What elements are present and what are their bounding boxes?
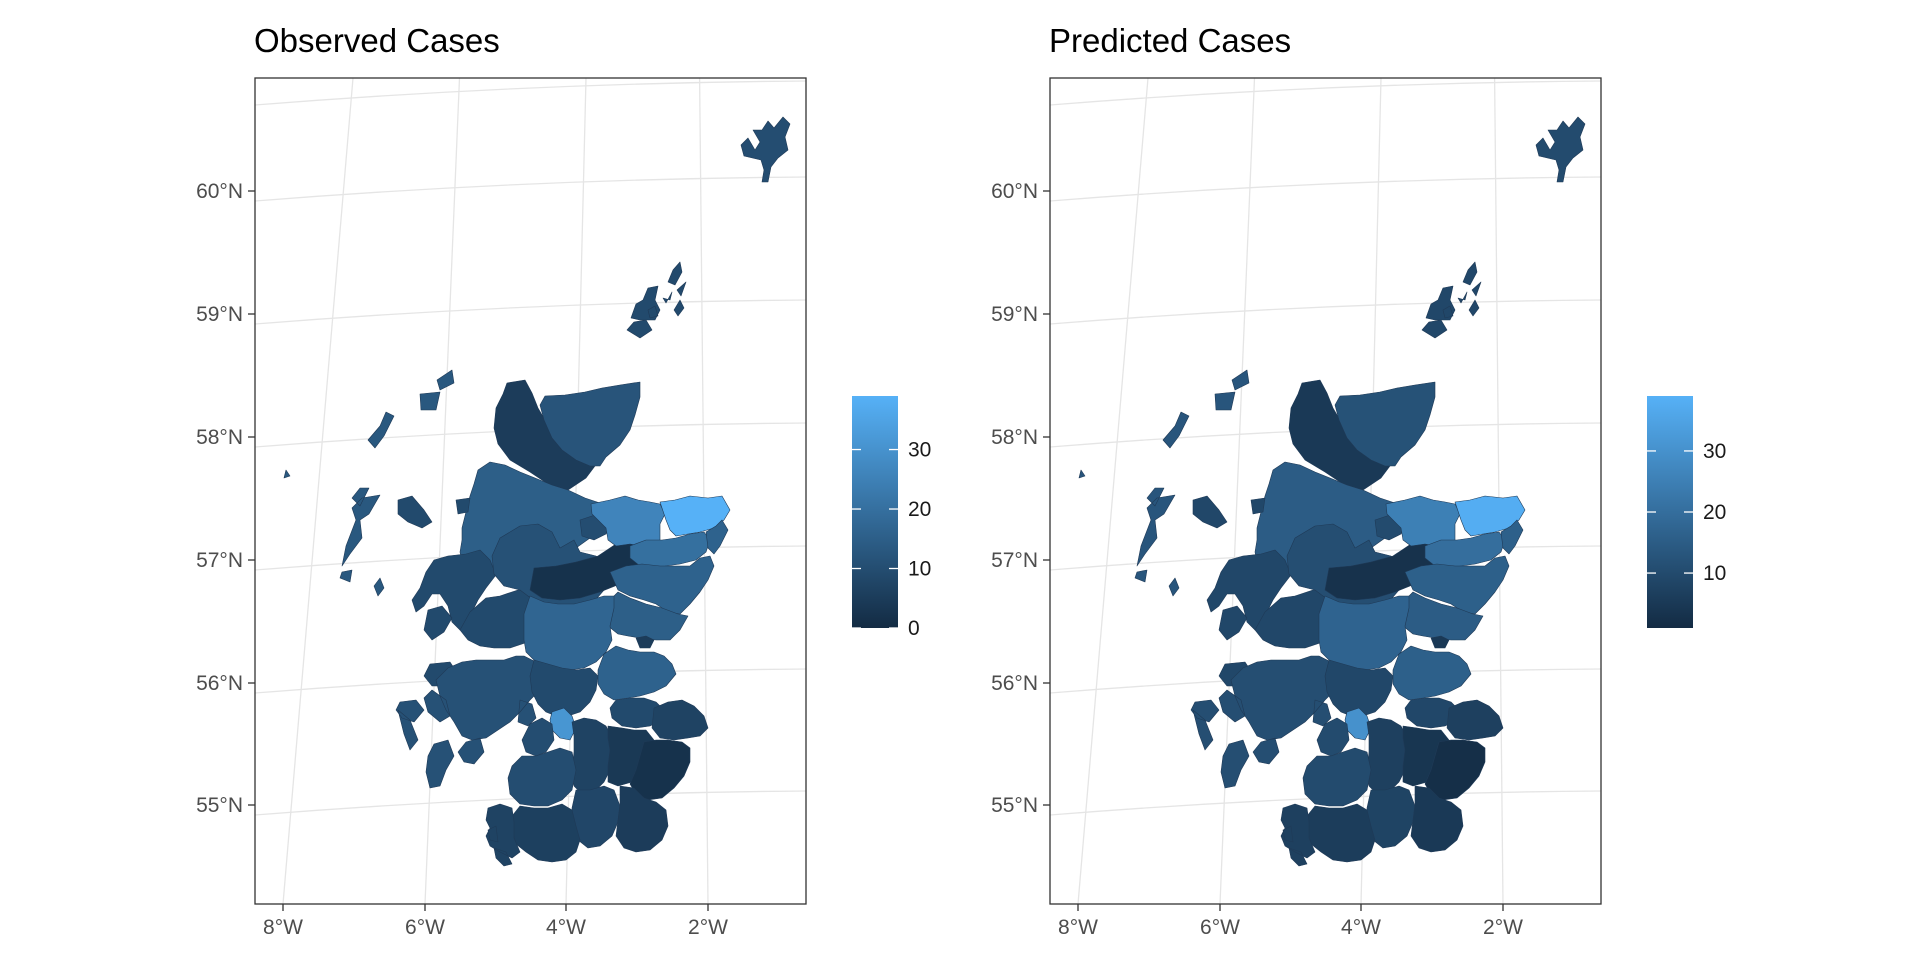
legend-label: 10: [1703, 562, 1726, 585]
region-shetland: [1535, 116, 1586, 183]
region-wigtown: [485, 803, 521, 867]
x-tick-label: 4°W: [1341, 916, 1381, 939]
x-tick-label: 4°W: [546, 916, 586, 939]
scotland-regions: [283, 116, 791, 867]
region-lanark: [571, 717, 613, 795]
region-berwickshire: [651, 699, 709, 741]
region-sutherland: [493, 379, 599, 491]
region-perth-kinross: [1318, 595, 1410, 671]
legend-colorbar: [852, 396, 898, 628]
region-stirling: [1324, 659, 1394, 717]
y-tick-label: 55°N: [196, 794, 243, 817]
region-lanark: [1366, 717, 1408, 795]
y-tick-label: 58°N: [991, 426, 1038, 449]
x-tick-label: 8°W: [1058, 916, 1098, 939]
y-tick-label: 56°N: [991, 672, 1038, 695]
panel-title: Observed Cases: [254, 22, 500, 59]
panel-predicted-cases: Predicted Cases 60°N 59°N 58°N 57°N 56°N 55°N…: [960, 0, 1920, 960]
y-tick-label: 60°N: [196, 180, 243, 203]
region-dundee: [635, 635, 655, 649]
region-orkney: [626, 261, 687, 339]
y-axis: 60°N 59°N 58°N 57°N 56°N 55°N: [196, 180, 255, 817]
y-tick-label: 58°N: [196, 426, 243, 449]
x-axis: 8°W 6°W 4°W 2°W: [1058, 904, 1523, 939]
legend-label: 0: [908, 617, 920, 640]
region-orkney: [1421, 261, 1482, 339]
region-argyll-bute: [395, 655, 543, 789]
region-lochaber: [423, 589, 557, 687]
region-skye-lochalsh: [397, 495, 497, 631]
region-skye-lochalsh: [1192, 495, 1292, 631]
region-caithness: [1334, 381, 1436, 467]
scotland-regions: [1078, 116, 1586, 867]
x-tick-label: 6°W: [405, 916, 445, 939]
region-caithness: [539, 381, 641, 467]
region-annandale: [615, 785, 669, 853]
region-roxburgh: [1424, 739, 1486, 801]
region-fife: [597, 645, 677, 701]
region-stewartry: [1306, 803, 1376, 863]
region-kincardine-deeside: [1404, 555, 1510, 615]
panel-observed-cases: Observed Cases 60°N 59°N 58°N 57°N 56°N 55°N …: [196, 22, 931, 939]
region-kyle-carrick: [1302, 747, 1372, 807]
region-cunninghame: [521, 717, 555, 757]
region-aberdeen: [1500, 519, 1524, 555]
region-wigtown: [1280, 803, 1316, 867]
region-kincardine-deeside: [609, 555, 715, 615]
x-tick-label: 6°W: [1200, 916, 1240, 939]
map-svg-observed: 60°N 59°N 58°N 57°N 56°N 55°N 8°W 6°W 4°W 2°W 30…: [196, 77, 931, 939]
region-annandale: [1410, 785, 1464, 853]
region-sutherland: [1288, 379, 1394, 491]
region-kyle-carrick: [507, 747, 577, 807]
x-tick-label: 2°W: [688, 916, 728, 939]
region-western-isles: [283, 369, 455, 597]
region-stirling: [529, 659, 599, 717]
region-stewartry: [511, 803, 581, 863]
y-tick-label: 59°N: [991, 303, 1038, 326]
region-cunninghame: [1316, 717, 1350, 757]
legend-label: 30: [1703, 440, 1726, 463]
y-axis: 60°N 59°N 58°N 57°N 56°N 55°N: [991, 180, 1050, 817]
y-tick-label: 60°N: [991, 180, 1038, 203]
region-roxburgh: [629, 739, 691, 801]
panel-border: [1049, 77, 1602, 905]
legend: 30 20 10: [1647, 396, 1726, 628]
x-tick-label: 2°W: [1483, 916, 1523, 939]
region-berwickshire: [1446, 699, 1504, 741]
region-shetland: [740, 116, 791, 183]
panel-border: [254, 77, 807, 905]
panel-title: Predicted Cases: [1049, 22, 1292, 59]
x-tick-label: 8°W: [263, 916, 303, 939]
region-fife: [1392, 645, 1472, 701]
region-perth-kinross: [523, 595, 615, 671]
region-aberdeen: [705, 519, 729, 555]
y-tick-label: 57°N: [196, 549, 243, 572]
legend-label: 20: [1703, 501, 1726, 524]
legend-label: 30: [908, 439, 931, 462]
y-tick-label: 55°N: [991, 794, 1038, 817]
y-tick-label: 59°N: [196, 303, 243, 326]
y-tick-label: 56°N: [196, 672, 243, 695]
legend-label: 10: [908, 558, 931, 581]
legend: 30 20 10 0: [852, 396, 931, 640]
y-tick-label: 57°N: [991, 549, 1038, 572]
region-western-isles: [1078, 369, 1250, 597]
region-dundee: [1430, 635, 1450, 649]
region-argyll-bute: [1190, 655, 1338, 789]
legend-label: 20: [908, 498, 931, 521]
x-axis: 8°W 6°W 4°W 2°W: [263, 904, 728, 939]
map-svg-predicted: 60°N 59°N 58°N 57°N 56°N 55°N 8°W 6°W 4°W 2°W 30…: [991, 77, 1726, 939]
